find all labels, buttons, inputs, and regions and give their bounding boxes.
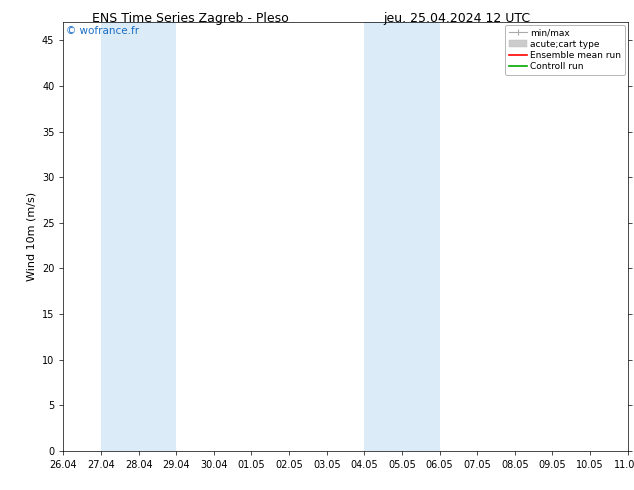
Y-axis label: Wind 10m (m/s): Wind 10m (m/s) <box>27 192 36 281</box>
Legend: min/max, acute;cart type, Ensemble mean run, Controll run: min/max, acute;cart type, Ensemble mean … <box>505 25 625 75</box>
Bar <box>101 22 176 451</box>
Text: jeu. 25.04.2024 12 UTC: jeu. 25.04.2024 12 UTC <box>383 12 530 25</box>
Bar <box>365 22 439 451</box>
Text: © wofrance.fr: © wofrance.fr <box>66 26 139 36</box>
Bar <box>628 22 634 451</box>
Text: ENS Time Series Zagreb - Pleso: ENS Time Series Zagreb - Pleso <box>92 12 288 25</box>
